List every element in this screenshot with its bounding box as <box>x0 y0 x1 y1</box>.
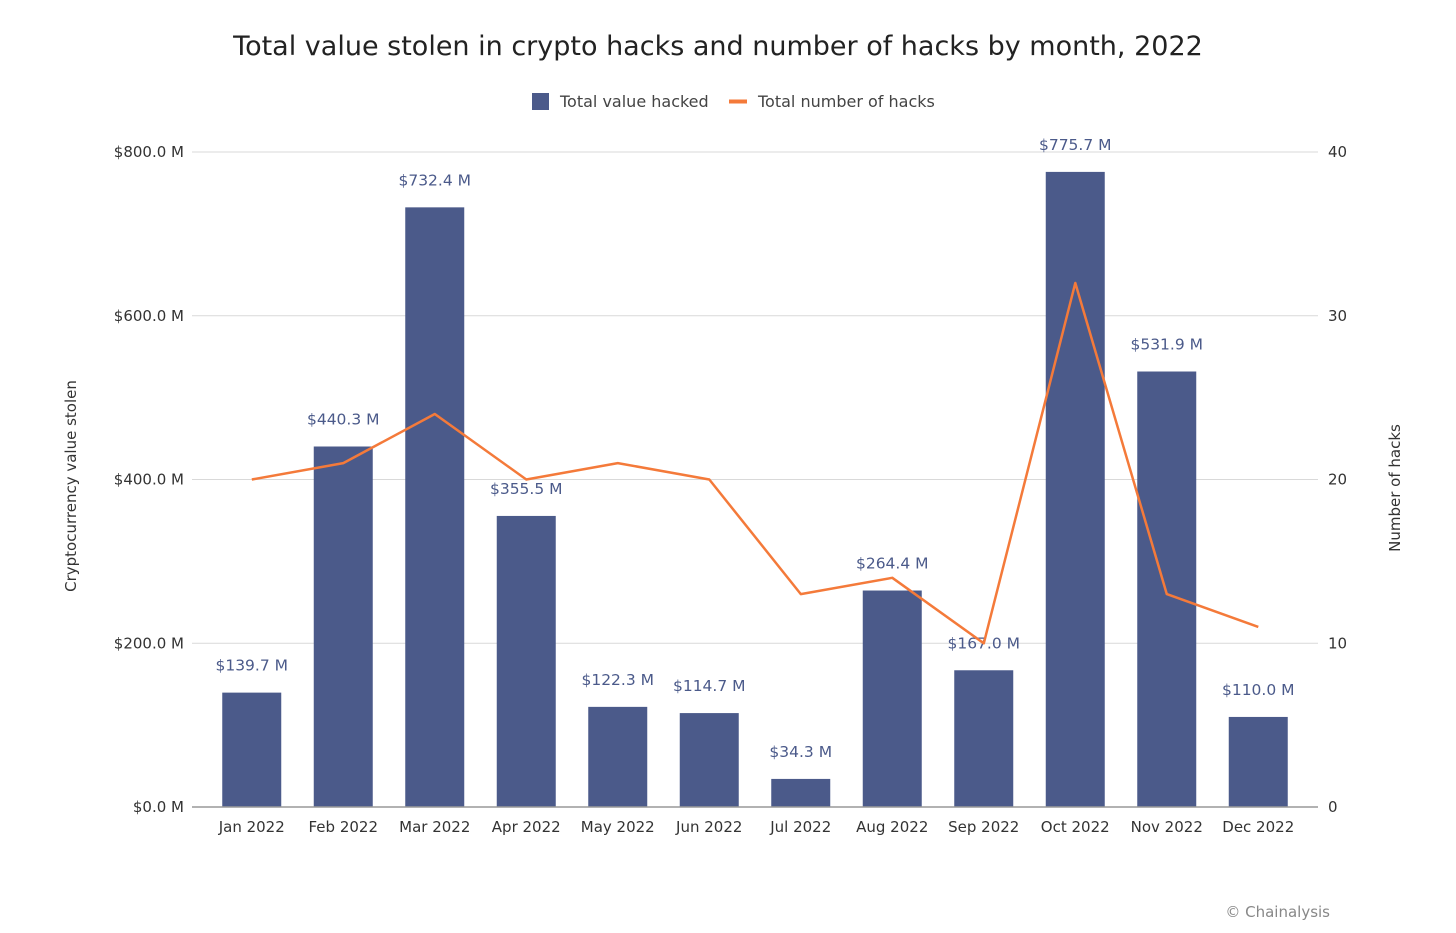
legend-label-number-of-hacks: Total number of hacks <box>757 92 935 111</box>
bar <box>405 207 465 807</box>
source-credit: © Chainalysis <box>1225 903 1330 921</box>
bar-data-label: $34.3 M <box>769 743 832 761</box>
bar <box>771 778 831 807</box>
x-axis-tick-label: Feb 2022 <box>309 818 379 836</box>
bar <box>954 670 1014 807</box>
bar-data-label: $440.3 M <box>307 411 380 429</box>
x-axis-tick-label: Aug 2022 <box>856 818 928 836</box>
line-series-number-of-hacks <box>251 281 1259 645</box>
bar-series-value-hacked <box>222 171 1288 807</box>
bar <box>862 590 922 807</box>
bar-data-label: $122.3 M <box>581 671 654 689</box>
bar <box>679 713 739 807</box>
bar-data-label: $110.0 M <box>1222 681 1295 699</box>
bar-data-labels: $139.7 M $440.3 M $732.4 M $355.5 M $122.3 M… <box>215 136 1294 761</box>
x-axis-tick-label: Oct 2022 <box>1041 818 1110 836</box>
bar <box>588 706 648 807</box>
x-axis-tick-label: Dec 2022 <box>1222 818 1294 836</box>
legend-swatch-value-hacked <box>532 93 549 110</box>
x-axis-tick-label: Jul 2022 <box>769 818 831 836</box>
legend-label-value-hacked: Total value hacked <box>559 92 709 111</box>
left-axis-tick-label: $600.0 M <box>114 307 184 325</box>
left-axis-tick-label: $0.0 M <box>133 798 184 816</box>
left-axis-label: Cryptocurrency value stolen <box>62 380 80 592</box>
chart-title: Total value stolen in crypto hacks and n… <box>232 31 1203 62</box>
right-axis-tick-label: 20 <box>1328 471 1347 489</box>
x-axis-tick-label: Jun 2022 <box>675 818 742 836</box>
x-axis-tick-label: Apr 2022 <box>492 818 561 836</box>
left-axis-tick-label: $800.0 M <box>114 143 184 161</box>
left-axis-ticks: $0.0 M $200.0 M $400.0 M $600.0 M $800.0 M <box>114 143 184 816</box>
right-axis-tick-label: 40 <box>1328 143 1347 161</box>
left-axis-tick-label: $400.0 M <box>114 471 184 489</box>
bar-data-label: $355.5 M <box>490 480 563 498</box>
right-axis-tick-label: 10 <box>1328 634 1347 652</box>
right-axis-tick-label: 0 <box>1328 798 1338 816</box>
x-axis-tick-label: Sep 2022 <box>948 818 1019 836</box>
bar <box>1228 716 1288 807</box>
left-axis-tick-label: $200.0 M <box>114 634 184 652</box>
legend: Total value hacked Total number of hacks <box>532 92 935 111</box>
bar-data-label: $264.4 M <box>856 555 929 573</box>
bar <box>313 446 373 807</box>
bar <box>496 515 556 807</box>
bar-data-label: $775.7 M <box>1039 136 1112 154</box>
right-axis-ticks: 0 10 20 30 40 <box>1328 143 1347 816</box>
x-axis-ticks: Jan 2022 Feb 2022 Mar 2022 Apr 2022 May 2022… <box>218 818 1295 836</box>
x-axis-tick-label: Nov 2022 <box>1131 818 1203 836</box>
bar <box>1045 171 1105 807</box>
hacks-count-line <box>251 281 1259 645</box>
bar-data-label: $114.7 M <box>673 677 746 695</box>
x-axis-tick-label: Jan 2022 <box>218 818 285 836</box>
right-axis-label: Number of hacks <box>1386 424 1404 552</box>
gridlines <box>192 151 1318 644</box>
bar <box>1137 371 1197 807</box>
bar-data-label: $732.4 M <box>398 171 471 189</box>
x-axis-tick-label: May 2022 <box>581 818 655 836</box>
right-axis-tick-label: 30 <box>1328 307 1347 325</box>
bar-data-label: $139.7 M <box>215 657 288 675</box>
bar-data-label: $531.9 M <box>1130 336 1203 354</box>
bar <box>222 692 282 807</box>
x-axis-tick-label: Mar 2022 <box>399 818 470 836</box>
